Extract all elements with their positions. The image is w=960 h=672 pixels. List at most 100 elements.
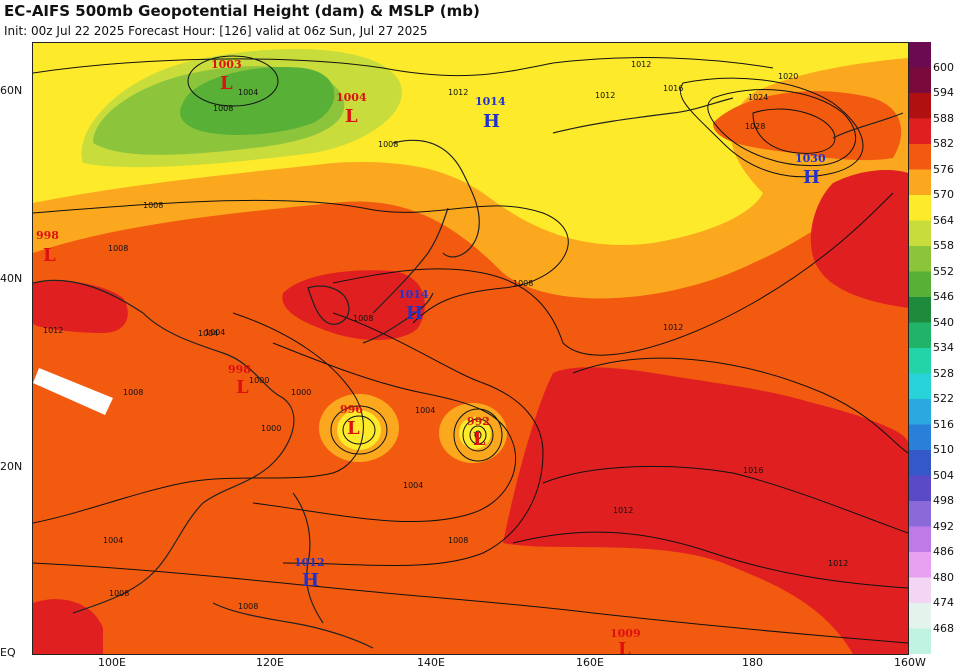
colorbar-swatch [909,67,931,94]
high-marker: H [483,111,500,132]
colorbar-label: 480 [933,570,954,584]
height-field-588-west [33,281,128,333]
lon-label-160e: 160E [576,656,604,669]
isobar-label: 1000 [291,388,311,397]
isobar-10 [572,357,908,454]
lon-label-140e: 140E [417,656,445,669]
coast-sakhalin [392,139,480,258]
colorbar-label: 474 [933,596,954,609]
colorbar-label: 600 [933,60,954,74]
colorbar-swatch [909,424,931,451]
isobar-labels: 1008 1004 1012 1008 1012 1016 1020 1024 … [43,60,848,611]
isobar-label: 1004 [403,481,423,490]
colorbar-swatch [909,297,931,323]
colorbar-label: 564 [933,213,954,227]
isobar-label: 1008 [143,201,163,210]
colorbar-swatch [909,475,931,502]
colorbar-label: 570 [933,188,954,201]
missing-data-strip [33,368,113,415]
colorbar-swatch [909,169,931,196]
colorbar-label: 588 [933,111,954,125]
lon-label-160w: 160W [894,656,926,669]
lon-label-120e: 120E [256,656,284,669]
low-marker: L [473,429,486,450]
isobar-4 [679,77,864,178]
isobar-label: 1012 [828,559,848,568]
colorbar-svg [909,42,931,655]
isobar-label: 1028 [745,122,765,131]
colorbar-swatch [909,246,931,272]
weather-map-svg: 1008 1004 1012 1008 1012 1016 1020 1024 … [33,43,908,654]
colorbar-label: 468 [933,621,954,635]
isobar-label: 1012 [43,326,63,335]
isobar-label: 1016 [663,84,683,93]
coast-japan [362,207,449,344]
isobar-9 [282,312,544,566]
colorbar-swatch [909,399,931,425]
high-marker: H [302,570,319,591]
pressure-centers: 1003 L 1004 L 1014 H 1030 H 998 L 1014 H… [36,58,826,654]
coast-philippines [292,492,324,624]
isobar-1 [33,57,774,77]
isobar-low-2a [453,408,503,462]
colorbar-swatch [909,118,931,145]
colorbar-swatch [909,577,931,604]
colorbar-label: 558 [933,239,954,252]
isobar-label: 1024 [748,93,768,102]
coast-kamchatka [552,97,734,134]
colorbar [909,42,931,655]
isobar-label: 1008 [213,104,233,113]
colorbar-swatch [909,144,931,170]
isobar-low-1b [342,415,376,445]
high-marker: H [406,303,423,324]
coast-indonesia [212,602,374,649]
high-marker: H [803,167,820,188]
isobar-label: 1000 [261,424,281,433]
height-field-588-southwest [33,599,103,654]
isobar-8 [252,342,517,523]
lat-label-40n: 40N [0,272,23,285]
isobar-label: 1020 [778,72,798,81]
coast-korea [307,285,350,325]
low-value: 998 [36,229,59,242]
isobar-label: 1008 [109,589,129,598]
height-field-552 [180,67,335,135]
isobar-label: 1012 [448,88,468,97]
low-marker: L [43,245,56,266]
isobar-6 [752,108,836,154]
isobar-label: 1008 [513,279,533,288]
colorbar-label: 492 [933,519,954,533]
colorbar-label: 522 [933,392,954,405]
isobar-12 [512,531,908,589]
isobar-label: 1008 [108,244,128,253]
colorbar-label: 534 [933,341,954,354]
high-value: 1012 [294,556,325,569]
low-value: 992 [467,415,490,428]
isobar-low-2c [469,425,487,445]
isobar-label: 1008 [353,314,373,323]
low-value: 998 [228,363,251,376]
isobar-label: 1008 [378,140,398,149]
colorbar-label: 546 [933,290,954,303]
colorbar-swatch [909,526,931,553]
colorbar-swatch [909,348,931,374]
colorbar-label: 552 [933,264,954,278]
map-title: EC-AIFS 500mb Geopotential Height (dam) … [4,2,480,20]
colorbar-label: 510 [933,443,954,456]
isobar-13 [33,562,908,644]
colorbar-label: 486 [933,545,954,558]
isobar-label: 1016 [743,466,763,475]
colorbar-cap [909,42,931,68]
colorbar-swatch [909,93,931,119]
low-value: 1004 [336,91,367,104]
height-field-588-east [810,170,908,308]
low-marker: L [236,377,249,398]
isobar-label: 1004 [103,536,123,545]
height-field-588-korea [282,270,425,340]
lon-label-180: 180 [742,656,763,669]
isobar-low-2b [462,418,494,452]
lon-label-100e: 100E [98,656,126,669]
isobar-label: 1012 [631,60,651,69]
colorbar-label: 504 [933,468,954,482]
coastlines [33,97,904,649]
